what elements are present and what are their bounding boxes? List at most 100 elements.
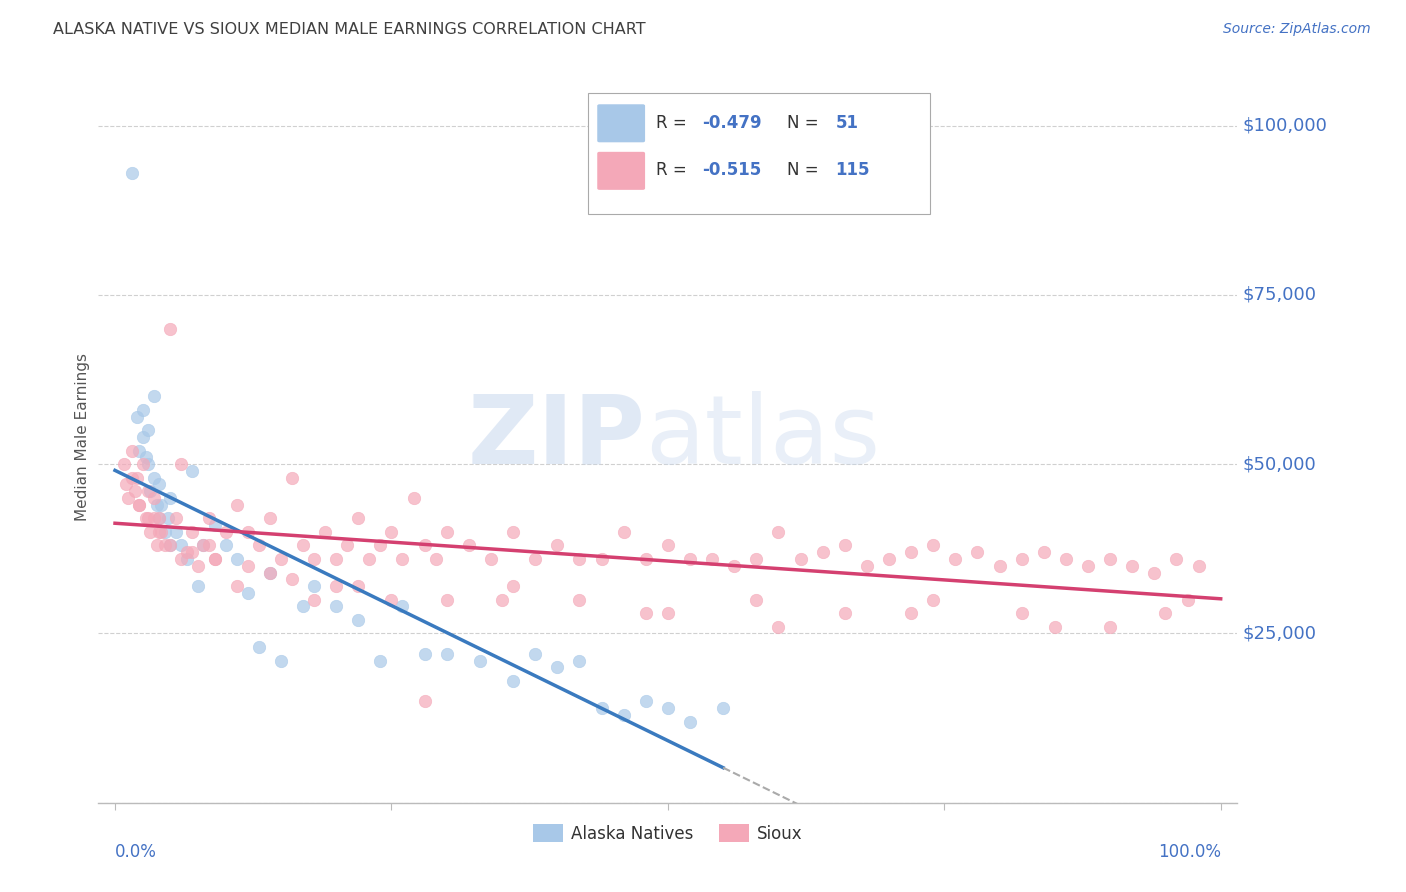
Point — [159, 322, 181, 336]
Point — [142, 389, 165, 403]
Point — [142, 471, 165, 485]
Text: atlas: atlas — [645, 391, 880, 483]
Point — [380, 524, 402, 539]
Point — [811, 545, 834, 559]
Point — [148, 524, 170, 539]
Point — [187, 579, 209, 593]
Point — [225, 579, 247, 593]
Point — [153, 524, 176, 539]
Point — [325, 579, 347, 593]
Point — [745, 552, 768, 566]
Point — [679, 714, 702, 729]
Point — [1099, 620, 1122, 634]
Point — [236, 586, 259, 600]
Point — [146, 498, 169, 512]
Point — [524, 647, 547, 661]
Point — [1054, 552, 1077, 566]
Point — [136, 457, 159, 471]
Point — [402, 491, 425, 505]
Point — [613, 524, 636, 539]
Point — [877, 552, 900, 566]
Point — [139, 484, 162, 499]
Point — [834, 606, 856, 620]
Point — [204, 552, 226, 566]
Point — [502, 673, 524, 688]
Point — [922, 592, 945, 607]
Point — [124, 484, 146, 499]
Point — [204, 518, 226, 533]
Point — [988, 558, 1011, 573]
Point — [413, 694, 436, 708]
Point — [591, 552, 613, 566]
Point — [176, 545, 198, 559]
Point — [347, 613, 370, 627]
Point — [135, 511, 157, 525]
Point — [128, 498, 150, 512]
Point — [142, 491, 165, 505]
Point — [121, 443, 143, 458]
Point — [546, 660, 568, 674]
Point — [380, 592, 402, 607]
Point — [270, 654, 292, 668]
Text: R =: R = — [657, 161, 693, 179]
Text: 51: 51 — [835, 113, 858, 131]
Text: N =: N = — [787, 113, 824, 131]
Point — [165, 524, 187, 539]
Text: -0.479: -0.479 — [702, 113, 762, 131]
Point — [1143, 566, 1166, 580]
Point — [259, 566, 281, 580]
Point — [214, 538, 236, 552]
Point — [121, 166, 143, 180]
Point — [1011, 606, 1033, 620]
Point — [131, 403, 153, 417]
Text: 0.0%: 0.0% — [115, 843, 157, 861]
Point — [128, 443, 150, 458]
Point — [302, 579, 325, 593]
Point — [127, 471, 149, 485]
Point — [413, 647, 436, 661]
Point — [700, 552, 723, 566]
Point — [524, 552, 547, 566]
Text: $50,000: $50,000 — [1243, 455, 1317, 473]
Point — [413, 538, 436, 552]
Text: 100.0%: 100.0% — [1157, 843, 1220, 861]
Point — [1099, 552, 1122, 566]
Point — [181, 545, 204, 559]
Point — [657, 606, 679, 620]
Point — [856, 558, 879, 573]
Point — [214, 524, 236, 539]
Point — [1011, 552, 1033, 566]
Point — [325, 552, 347, 566]
Point — [391, 599, 413, 614]
Point — [198, 538, 221, 552]
Point — [370, 538, 392, 552]
Text: 115: 115 — [835, 161, 870, 179]
Text: $75,000: $75,000 — [1243, 285, 1317, 304]
Point — [259, 566, 281, 580]
Point — [136, 423, 159, 437]
Point — [900, 545, 922, 559]
Point — [479, 552, 502, 566]
Point — [115, 477, 138, 491]
Point — [127, 409, 149, 424]
Text: R =: R = — [657, 113, 693, 131]
Point — [187, 558, 209, 573]
Point — [146, 538, 169, 552]
Point — [502, 524, 524, 539]
Point — [176, 552, 198, 566]
Point — [236, 558, 259, 573]
Point — [336, 538, 359, 552]
Point — [546, 538, 568, 552]
Point — [136, 511, 159, 525]
Y-axis label: Median Male Earnings: Median Male Earnings — [75, 353, 90, 521]
Text: $100,000: $100,000 — [1243, 117, 1327, 135]
Point — [768, 524, 790, 539]
Point — [634, 606, 657, 620]
Point — [225, 552, 247, 566]
Point — [457, 538, 479, 552]
Point — [139, 524, 162, 539]
Text: ZIP: ZIP — [467, 391, 645, 483]
Point — [117, 491, 139, 505]
Point — [491, 592, 513, 607]
Point — [170, 552, 193, 566]
